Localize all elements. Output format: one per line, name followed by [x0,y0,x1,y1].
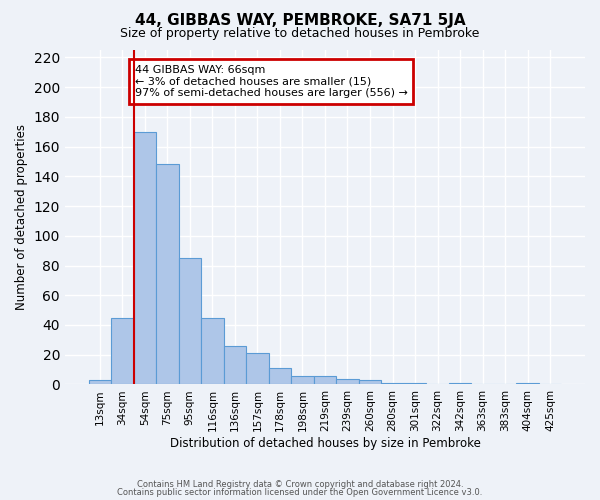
Text: 44, GIBBAS WAY, PEMBROKE, SA71 5JA: 44, GIBBAS WAY, PEMBROKE, SA71 5JA [134,12,466,28]
Bar [517,383,539,384]
Bar [291,376,314,384]
Text: Contains public sector information licensed under the Open Government Licence v3: Contains public sector information licen… [118,488,482,497]
Bar [269,368,291,384]
Bar [224,346,246,385]
Bar [156,164,179,384]
Bar [381,383,404,384]
Bar [201,318,224,384]
Bar [134,132,156,384]
Text: 44 GIBBAS WAY: 66sqm
← 3% of detached houses are smaller (15)
97% of semi-detach: 44 GIBBAS WAY: 66sqm ← 3% of detached ho… [135,65,407,98]
Text: Size of property relative to detached houses in Pembroke: Size of property relative to detached ho… [121,28,479,40]
Text: Contains HM Land Registry data © Crown copyright and database right 2024.: Contains HM Land Registry data © Crown c… [137,480,463,489]
Bar [111,318,134,384]
X-axis label: Distribution of detached houses by size in Pembroke: Distribution of detached houses by size … [170,437,481,450]
Bar [179,258,201,384]
Bar [336,378,359,384]
Bar [314,376,336,384]
Bar [359,380,381,384]
Bar [404,383,426,384]
Bar [89,380,111,384]
Y-axis label: Number of detached properties: Number of detached properties [15,124,28,310]
Bar [449,383,472,384]
Bar [246,353,269,384]
